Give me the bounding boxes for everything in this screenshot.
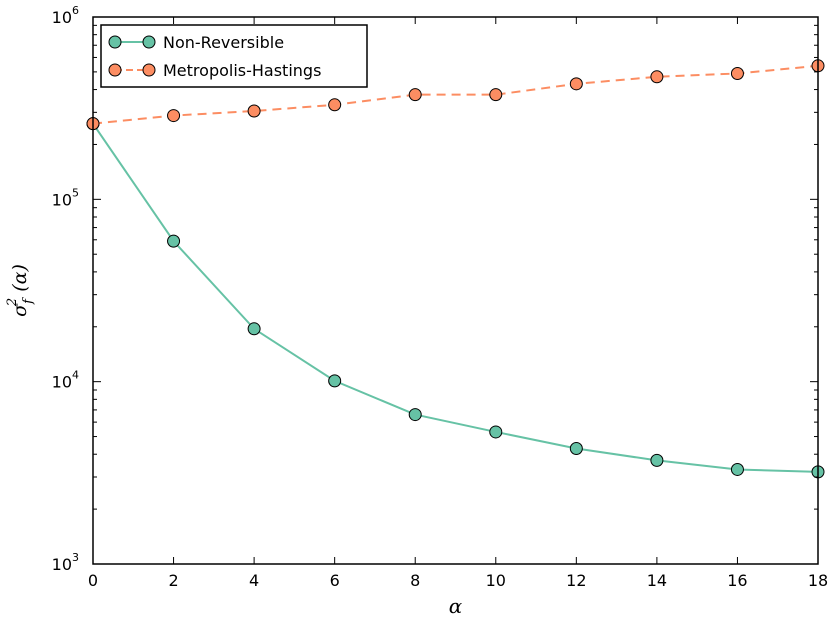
data-point-non-reversible bbox=[730, 462, 744, 476]
data-point-metropolis-hastings bbox=[730, 66, 744, 80]
data-point-non-reversible bbox=[167, 234, 181, 248]
data-point-metropolis-hastings bbox=[408, 88, 422, 102]
x-tick-label: 0 bbox=[88, 571, 98, 590]
axis-ticks: 0 2 4 6 8 10 12 14 16 18 103 104 105 106 bbox=[52, 4, 829, 590]
data-point-metropolis-hastings bbox=[489, 88, 503, 102]
series-line-non-reversible bbox=[92, 123, 819, 473]
x-tick-label: 6 bbox=[330, 571, 340, 590]
legend: Non-Reversible Metropolis-Hastings bbox=[100, 24, 368, 88]
data-point-metropolis-hastings bbox=[328, 98, 342, 112]
y-axis-label: σf2 (α) bbox=[5, 264, 36, 317]
data-point-metropolis-hastings bbox=[569, 77, 583, 91]
data-point-metropolis-hastings bbox=[650, 70, 664, 84]
legend-label: Non-Reversible bbox=[163, 33, 284, 52]
y-tick-label: 104 bbox=[52, 369, 79, 392]
legend-label: Metropolis-Hastings bbox=[163, 61, 321, 80]
legend-marker bbox=[142, 35, 156, 49]
data-point-non-reversible bbox=[489, 425, 503, 439]
chart-marks bbox=[86, 59, 825, 479]
plot-frame bbox=[92, 16, 819, 565]
y-tick-label: 105 bbox=[52, 186, 79, 209]
legend-marker bbox=[108, 63, 122, 77]
x-tick-label: 12 bbox=[566, 571, 586, 590]
data-point-non-reversible bbox=[247, 322, 261, 336]
legend-marker bbox=[142, 63, 156, 77]
data-point-non-reversible bbox=[569, 441, 583, 455]
data-point-non-reversible bbox=[408, 408, 422, 422]
data-point-non-reversible bbox=[328, 374, 342, 388]
data-point-non-reversible bbox=[650, 453, 664, 467]
data-point-metropolis-hastings bbox=[247, 104, 261, 118]
x-tick-label: 14 bbox=[647, 571, 667, 590]
x-tick-label: 2 bbox=[168, 571, 178, 590]
x-tick-label: 16 bbox=[727, 571, 747, 590]
series-line-metropolis-hastings bbox=[92, 64, 819, 125]
x-tick-label: 4 bbox=[249, 571, 259, 590]
x-tick-label: 18 bbox=[808, 571, 828, 590]
y-tick-label: 106 bbox=[52, 4, 79, 27]
data-point-metropolis-hastings bbox=[167, 109, 181, 123]
legend-box bbox=[100, 24, 368, 88]
y-tick-label: 103 bbox=[52, 551, 79, 574]
x-tick-label: 10 bbox=[486, 571, 506, 590]
x-axis-label: α bbox=[449, 594, 463, 618]
legend-marker bbox=[108, 35, 122, 49]
x-tick-label: 8 bbox=[410, 571, 420, 590]
